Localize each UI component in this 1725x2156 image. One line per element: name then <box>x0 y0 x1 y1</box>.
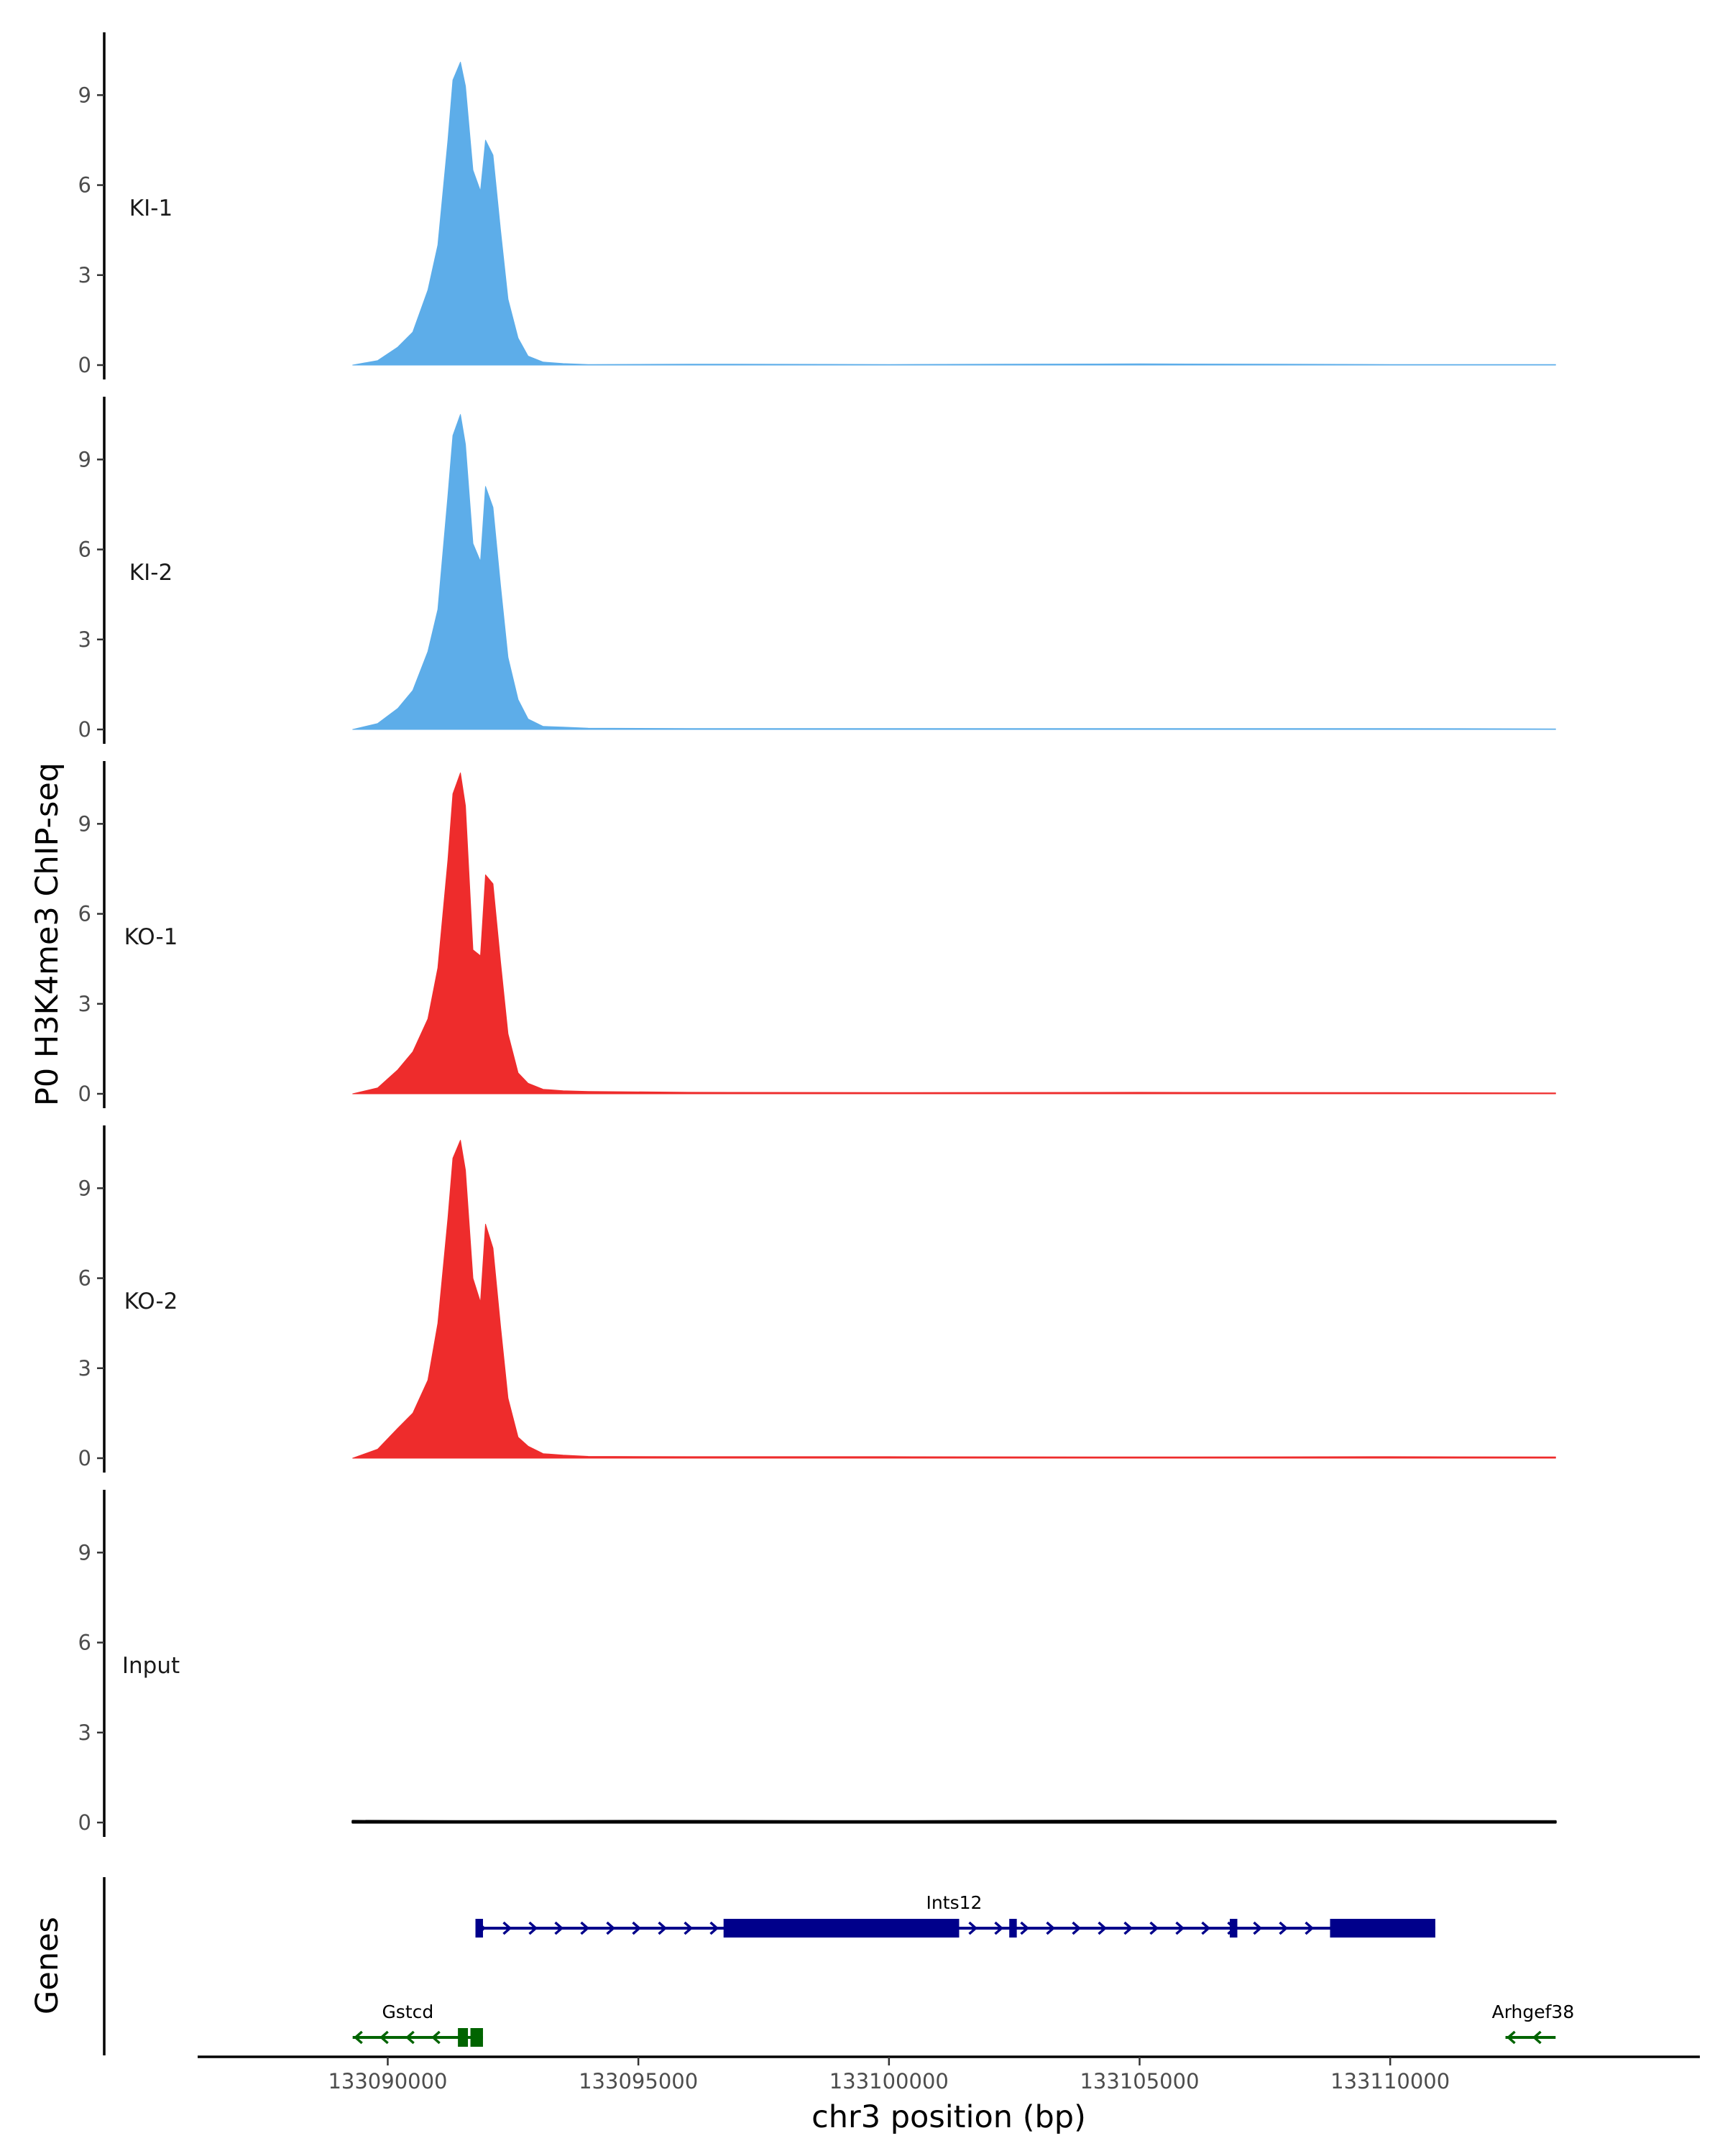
strand-arrow <box>1506 2030 1516 2045</box>
strand-arrow <box>554 1921 564 1935</box>
x-tick-label: 133105000 <box>1080 2069 1199 2093</box>
x-tick-label: 133095000 <box>579 2069 698 2093</box>
gene-label: Gstcd <box>382 2001 433 2022</box>
y-tick-label: 6 <box>78 1631 91 1655</box>
gene-label: Ints12 <box>926 1892 983 1913</box>
y-tick-label: 0 <box>78 353 91 377</box>
genes-track: Genes Ints12 Gstcd Arhgef38 <box>29 1877 1574 2055</box>
y-tick-label: 0 <box>78 1082 91 1106</box>
track-panel-ki-2: 0 3 6 9 KI-2 <box>78 397 1556 744</box>
series-area <box>352 1140 1556 1459</box>
y-tick-label: 9 <box>78 83 91 107</box>
strand-arrow <box>1305 1921 1315 1935</box>
strand-arrow <box>431 2030 441 2045</box>
strand-arrow <box>1175 1921 1185 1935</box>
series-area <box>351 1820 1557 1824</box>
strand-arrow <box>380 2030 389 2045</box>
strand-arrow <box>1279 1921 1289 1935</box>
y-tick-label: 9 <box>78 447 91 471</box>
strand-arrow <box>1201 1921 1211 1935</box>
y-tick-label: 6 <box>78 1266 91 1291</box>
track-label: KI-1 <box>129 195 172 221</box>
strand-arrow <box>354 2030 363 2045</box>
strand-arrow <box>405 2030 415 2045</box>
strand-arrow <box>709 1921 719 1935</box>
y-tick-label: 3 <box>78 627 91 652</box>
exon-block <box>470 2028 483 2047</box>
exon-block <box>475 1919 483 1938</box>
exon-block <box>458 2028 469 2047</box>
strand-arrow <box>1532 2030 1542 2045</box>
strand-arrow <box>1123 1921 1133 1935</box>
y-axis-title: P0 H3K4me3 ChIP-seq <box>29 763 65 1106</box>
y-tick-label: 0 <box>78 1446 91 1470</box>
strand-arrow <box>632 1921 642 1935</box>
track-label: Input <box>122 1653 180 1679</box>
track-label: KO-2 <box>124 1289 178 1314</box>
gene-gstcd: Gstcd <box>352 2001 483 2047</box>
y-tick-label: 0 <box>78 717 91 742</box>
strand-arrow <box>658 1921 668 1935</box>
signal-tracks: 0 3 6 9 KI-1 0 3 6 9 KI-2 0 3 6 9 KO-1 0 3 6 9 KO-2 0 3 6 9 Inpu… <box>78 32 1557 1837</box>
gene-arhgef38: Arhgef38 <box>1492 2001 1575 2045</box>
strand-arrow <box>528 1921 538 1935</box>
track-label: KO-1 <box>124 924 178 950</box>
track-panel-input: 0 3 6 9 Input <box>78 1490 1557 1837</box>
track-panel-ko-1: 0 3 6 9 KO-1 <box>78 761 1556 1108</box>
x-tick-label: 133110000 <box>1330 2069 1450 2093</box>
y-tick-label: 3 <box>78 263 91 287</box>
strand-arrow <box>1020 1921 1030 1935</box>
gene-label: Arhgef38 <box>1492 2001 1575 2022</box>
y-tick-label: 3 <box>78 1356 91 1381</box>
strand-arrow <box>968 1921 978 1935</box>
exon-block <box>723 1919 960 1938</box>
strand-arrow <box>502 1921 512 1935</box>
strand-arrow <box>1046 1921 1056 1935</box>
y-tick-label: 6 <box>78 902 91 926</box>
gene-ints12: Ints12 <box>475 1892 1435 1938</box>
exon-block <box>1009 1919 1017 1938</box>
y-tick-label: 9 <box>78 1176 91 1200</box>
exon-block <box>1230 1919 1238 1938</box>
track-panel-ko-2: 0 3 6 9 KO-2 <box>78 1125 1556 1473</box>
series-area <box>352 61 1556 366</box>
y-tick-label: 6 <box>78 173 91 198</box>
track-panel-ki-1: 0 3 6 9 KI-1 <box>78 32 1556 379</box>
strand-arrow <box>1149 1921 1159 1935</box>
strand-arrow <box>1072 1921 1082 1935</box>
strand-arrow <box>1098 1921 1108 1935</box>
genes-track-title: Genes <box>29 1917 65 2014</box>
strand-arrow <box>580 1921 590 1935</box>
x-axis: 133090000 133095000 133100000 133105000 1331… <box>198 2055 1700 2093</box>
exon-block <box>1330 1919 1435 1938</box>
strand-arrow <box>1253 1921 1263 1935</box>
y-tick-label: 6 <box>78 538 91 562</box>
series-area <box>352 414 1556 730</box>
y-tick-label: 3 <box>78 1720 91 1745</box>
strand-arrow <box>684 1921 694 1935</box>
x-tick-label: 133090000 <box>328 2069 447 2093</box>
y-tick-label: 3 <box>78 992 91 1016</box>
strand-arrow <box>994 1921 1004 1935</box>
y-tick-label: 0 <box>78 1810 91 1835</box>
y-tick-label: 9 <box>78 811 91 836</box>
strand-arrow <box>606 1921 616 1935</box>
x-axis-title: chr3 position (bp) <box>811 2099 1086 2135</box>
track-label: KI-2 <box>129 560 172 586</box>
y-tick-label: 9 <box>78 1540 91 1565</box>
x-tick-label: 133100000 <box>829 2069 949 2093</box>
series-area <box>352 772 1556 1095</box>
